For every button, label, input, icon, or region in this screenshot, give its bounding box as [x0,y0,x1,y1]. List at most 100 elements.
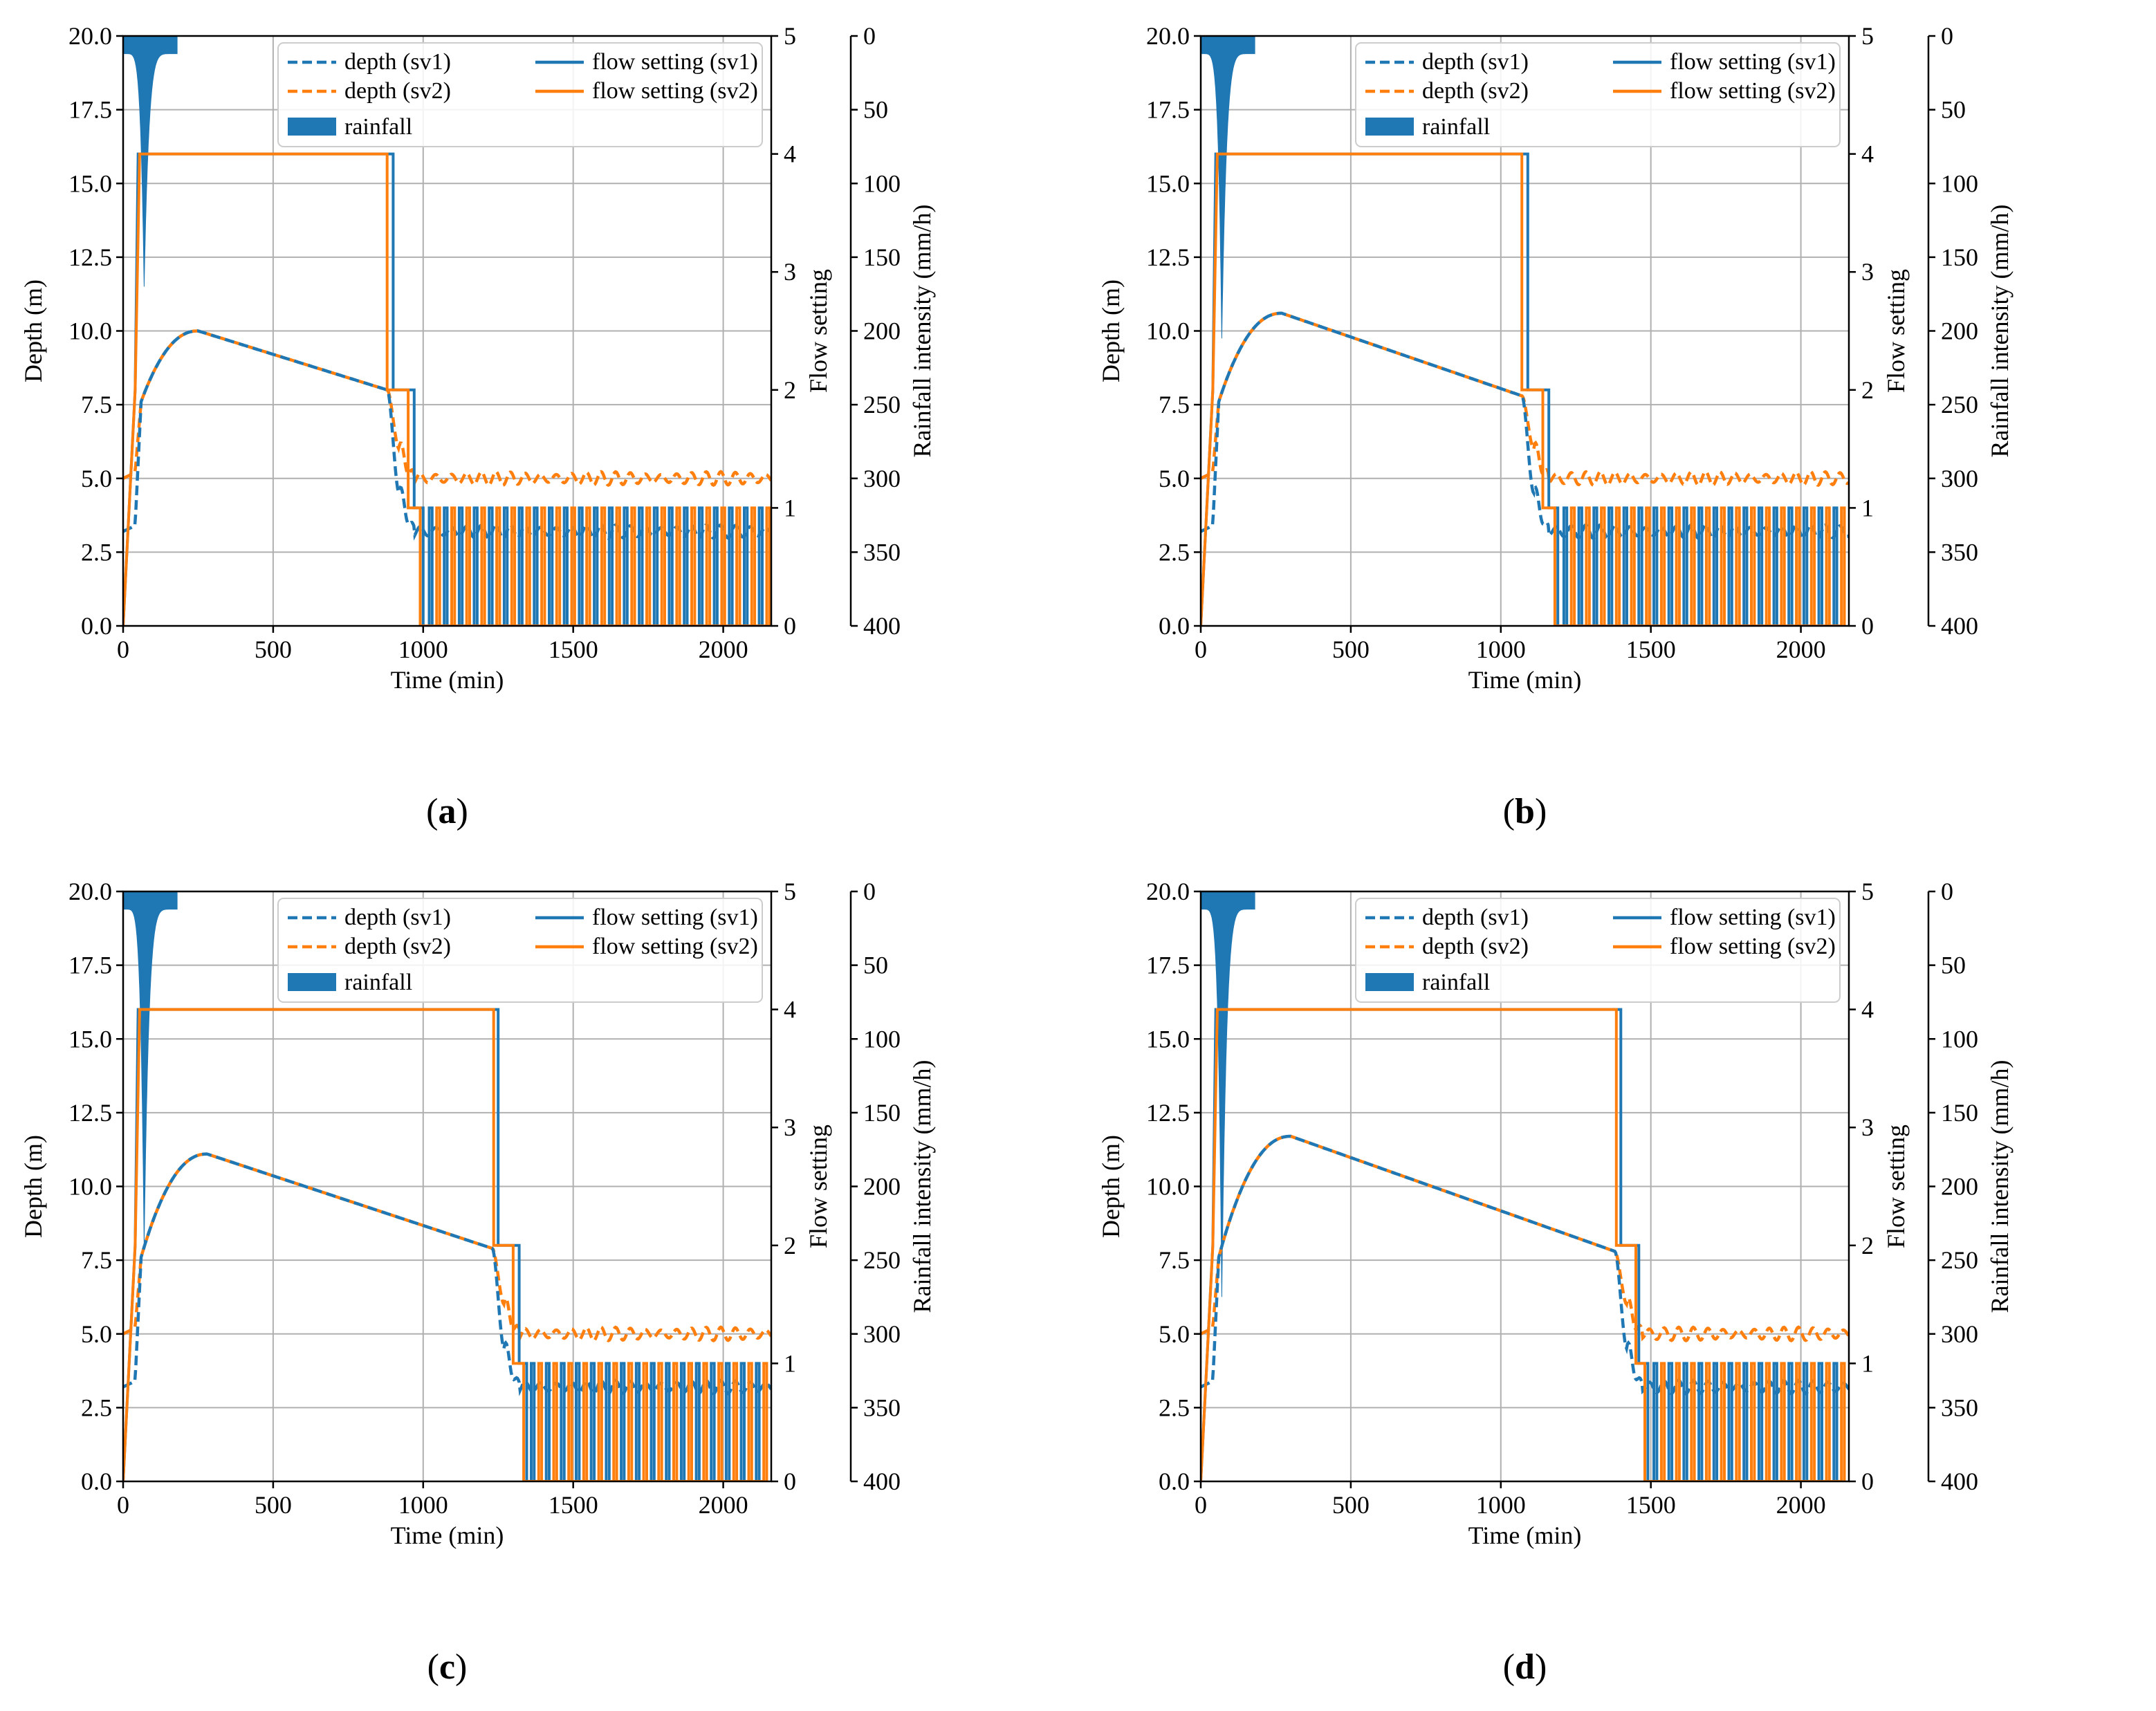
ytick-label: 0.0 [1159,612,1190,640]
panel-caption: (b) [1503,792,1547,831]
legend: depth (sv1) flow setting (sv1) depth (sv2)… [1355,898,1841,1003]
y2-axis-label: Flow setting [804,1125,832,1248]
legend-box [277,898,763,1003]
ytick-label: 0.0 [81,612,112,640]
panel-caption: (a) [426,792,468,831]
legend-rainfall-swatch [1365,973,1414,991]
ytick-label: 12.5 [1146,243,1190,271]
y2tick-label: 1 [1861,494,1874,521]
legend-box [277,42,763,147]
legend-depth-sv1-label: depth (sv1) [344,905,451,930]
flow-sv2-line [1201,152,1846,626]
y3tick-label: 0 [863,22,876,50]
y3-axis-label: Rainfall intensity (mm/h) [1986,1060,2014,1313]
flow-sv1-line [1201,152,1839,626]
y3tick-label: 100 [863,169,901,197]
y3tick-label: 0 [1941,22,1953,50]
xtick-label: 0 [1195,636,1207,663]
legend-depth-sv2-label: depth (sv2) [1422,78,1529,104]
y3tick-label: 400 [1941,612,1978,640]
y2tick-label: 2 [1861,376,1874,404]
ytick-label: 17.5 [68,952,112,979]
ytick-label: 5.0 [1159,1320,1190,1348]
xtick-label: 500 [255,1491,292,1519]
y3tick-label: 400 [863,612,901,640]
ytick-label: 2.5 [81,1394,112,1421]
y3tick-label: 250 [863,1246,901,1274]
y3tick-label: 400 [863,1468,901,1495]
y-axis-label: Depth (m) [1097,279,1125,382]
xtick-label: 0 [117,1491,129,1519]
y3tick-label: 350 [1941,1394,1978,1421]
y2tick-label: 0 [784,1468,796,1495]
y2-axis-label: Flow setting [1882,269,1910,393]
chart-d: 0.02.55.07.510.012.515.017.520.00 500 1000… [1097,878,2014,1687]
xtick-label: 500 [1332,636,1370,663]
y3tick-label: 100 [863,1025,901,1053]
y3tick-label: 150 [1941,1099,1978,1127]
chart-body: 0.02.55.07.510.012.515.017.520.00 500 1000… [19,22,936,831]
y3tick-label: 150 [863,1099,901,1127]
ytick-label: 5.0 [81,465,112,492]
y3-axis-label: Rainfall intensity (mm/h) [1986,205,2014,458]
chart-panel-a: 0.0 2.5 5.0 7.5 10.0 12.5 15.0 17.5 20.0 0 500 1000… [0,0,1078,856]
legend-rainfall-label: rainfall [1422,114,1490,140]
chart-panel-b: 0.0 2.5 5.0 7.5 10.0 12.5 15.0 17.5 20.0 0 500 1000… [1078,0,2155,856]
flow-sv2-line [123,1008,768,1481]
y3tick-label: 350 [863,1394,901,1421]
y3tick-label: 250 [1941,1246,1978,1274]
ytick-label: 10.0 [1146,317,1190,345]
panel-caption: (d) [1503,1647,1547,1687]
y2tick-label: 0 [784,612,796,640]
ytick-label: 2.5 [1159,1394,1190,1421]
chart-b: 0.02.55.07.510.012.515.017.520.00 500 1000… [1097,22,2014,831]
legend-flow-sv1-label: flow setting (sv1) [592,905,758,930]
ytick-label: 20.0 [1146,22,1190,50]
ytick-label: 20.0 [1146,878,1190,905]
y3tick-label: 300 [863,465,901,492]
ytick-label: 5.0 [1159,465,1190,492]
y2tick-label: 3 [784,258,796,286]
xtick-label: 500 [1332,1491,1370,1519]
ytick-label: 0.0 [81,1468,112,1495]
plot-area [1201,36,1849,626]
y3tick-label: 200 [863,1173,901,1201]
ytick-label: 20.0 [68,22,112,50]
legend-rainfall-label: rainfall [344,970,412,995]
ytick-label: 17.5 [68,96,112,124]
legend-box [1355,42,1841,147]
ytick-label: 17.5 [1146,96,1190,124]
ytick-label: 5.0 [81,1320,112,1348]
plot-area [1201,891,1849,1481]
y3-axis-label: Rainfall intensity (mm/h) [908,1060,936,1313]
xtick-label: 0 [117,636,129,663]
flow-sv1-line [123,152,764,626]
ytick-label: 0.0 [1159,1468,1190,1495]
x-axis-label: Time (min) [391,666,504,694]
y3tick-label: 50 [1941,952,1966,979]
ytick-label: 17.5 [1146,952,1190,979]
legend-flow-sv1-label: flow setting (sv1) [592,49,758,75]
y2tick-label: 5 [784,22,796,50]
y3tick-label: 200 [1941,1173,1978,1201]
chart-panel-d: 0.0 2.5 5.0 7.5 10.0 12.5 15.0 17.5 20.0 0 500 1000… [1078,856,2155,1711]
y3tick-label: 200 [1941,317,1978,345]
xtick-label: 1000 [398,1491,448,1519]
y2tick-label: 5 [1861,22,1874,50]
y2-axis-label: Flow setting [804,269,832,393]
legend-flow-sv2-label: flow setting (sv2) [592,78,758,104]
legend-depth-sv2-label: depth (sv2) [1422,934,1529,959]
legend-rainfall-swatch [288,118,336,136]
flow-sv2-line [123,152,771,626]
y3tick-label: 300 [1941,1320,1978,1348]
rainfall-area [123,36,178,287]
ytick-label: 12.5 [1146,1099,1190,1127]
ytick-label: 7.5 [81,1246,112,1274]
ytick-label: 15.0 [68,1025,112,1053]
legend-rainfall-label: rainfall [1422,970,1490,995]
xtick-label: 1500 [1626,636,1676,663]
legend-depth-sv1-label: depth (sv1) [344,49,451,75]
xtick-label: 2000 [1776,636,1826,663]
ytick-label: 15.0 [1146,169,1190,197]
depth-sv1-line [123,1152,771,1396]
